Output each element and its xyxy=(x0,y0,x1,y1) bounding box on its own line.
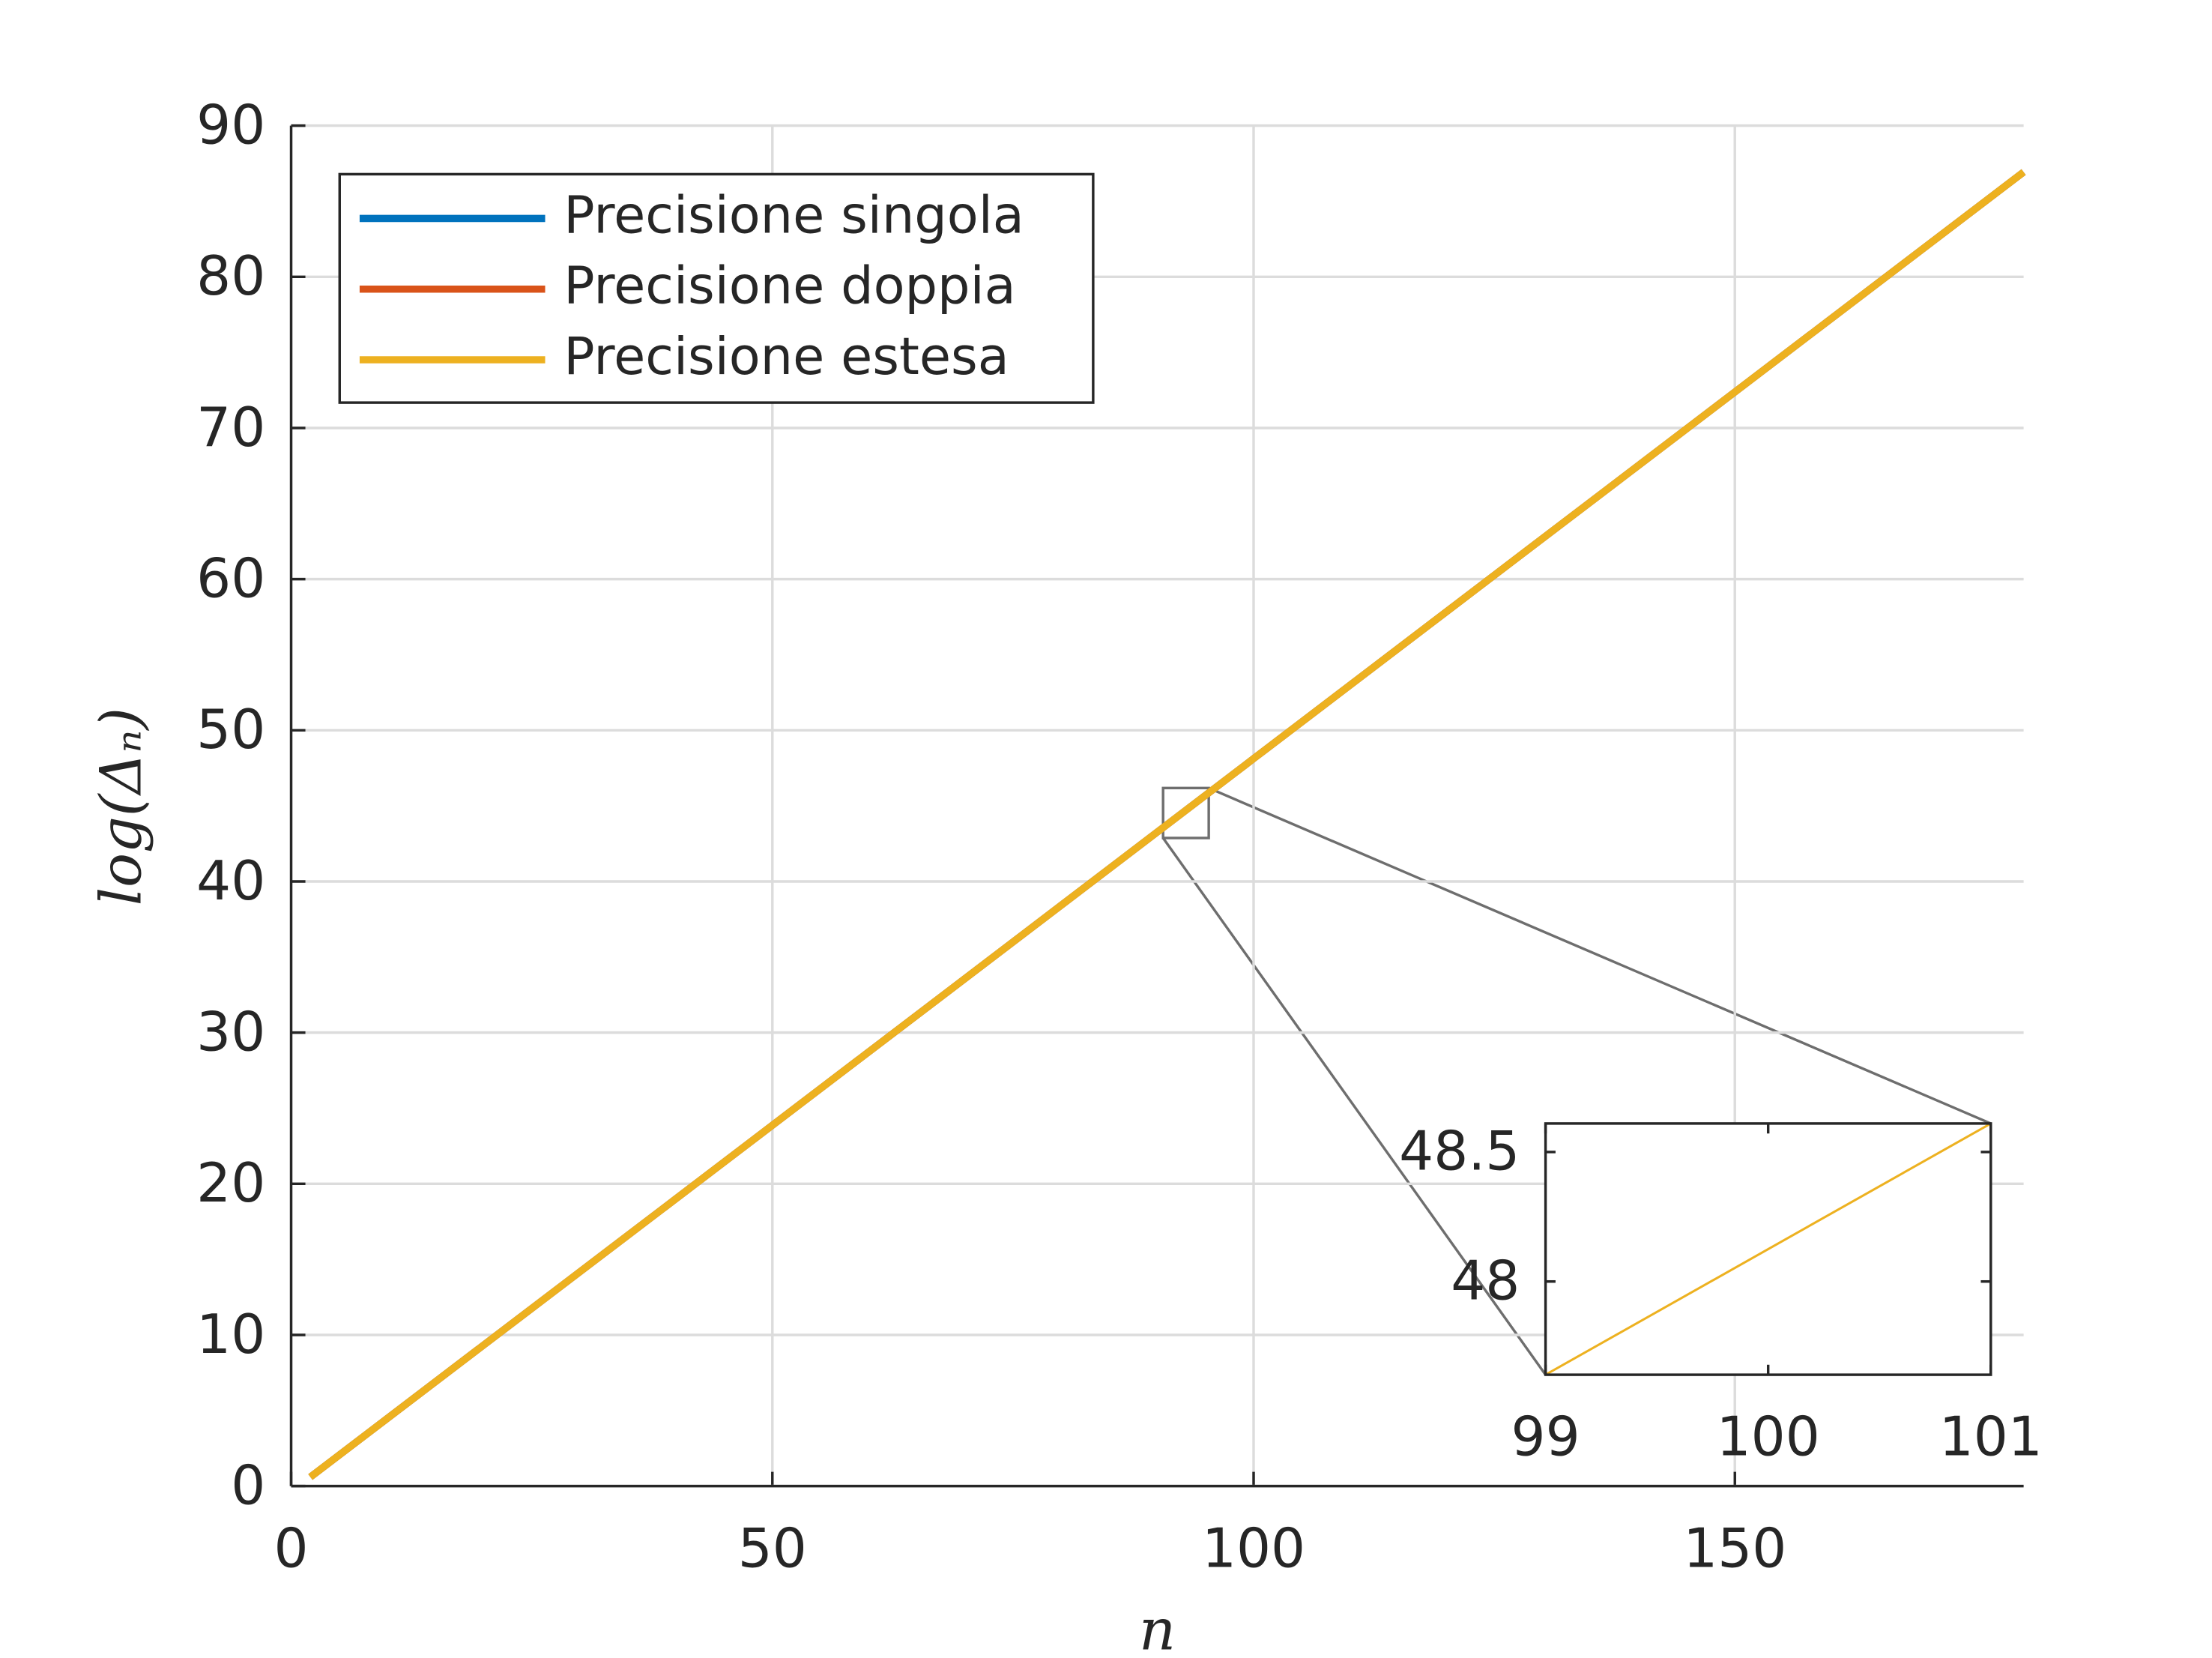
axes-box xyxy=(1544,1122,1992,1376)
inset-axes: 99 100 101 48 48.5 xyxy=(1399,1121,2043,1469)
x-tick-label: 99 xyxy=(1511,1406,1580,1469)
zoom-connector xyxy=(1208,786,1992,1125)
x-axis-label: n xyxy=(1139,1597,1176,1658)
main-axes: 0 50 100 150 0 10 20 30 40 50 60 70 80 90 Precisione s… xyxy=(196,94,2026,1580)
x-tick-label: 101 xyxy=(1939,1406,2043,1469)
y-tick-label: 48.5 xyxy=(1399,1121,1520,1184)
y-tick-label: 40 xyxy=(196,850,265,913)
x-tick-label: 150 xyxy=(1683,1517,1786,1580)
zoom-connector xyxy=(1161,837,1547,1376)
y-tick-label: 70 xyxy=(196,397,265,459)
y-tick-label: 20 xyxy=(196,1152,265,1215)
y-tick-label: 60 xyxy=(196,547,265,610)
series-line xyxy=(1544,1122,1992,1376)
x-tick-label: 100 xyxy=(1717,1406,1820,1469)
zoom-box xyxy=(1161,786,1210,839)
x-tick-label: 50 xyxy=(738,1517,807,1580)
legend-label: Precisione doppia xyxy=(563,256,1015,316)
y-tick-label: 50 xyxy=(196,699,265,762)
legend-label: Precisione singola xyxy=(563,185,1024,245)
y-tick-label: 10 xyxy=(196,1303,265,1366)
y-tick-label: 30 xyxy=(196,1001,265,1064)
y-axis-label: log(Δₙ) xyxy=(88,708,154,905)
x-tick-label: 100 xyxy=(1202,1517,1305,1580)
legend-label: Precisione estesa xyxy=(563,327,1009,387)
y-tick-label: 48 xyxy=(1451,1250,1520,1313)
x-tick-label: 0 xyxy=(274,1517,308,1580)
y-tick-label: 90 xyxy=(196,94,265,157)
y-tick-label: 80 xyxy=(196,245,265,308)
zoom-indicator xyxy=(1161,786,1992,1376)
legend: Precisione singola Precisione doppia Preci… xyxy=(338,172,1095,404)
y-tick-label: 0 xyxy=(231,1454,265,1517)
series-line xyxy=(308,169,2026,1480)
